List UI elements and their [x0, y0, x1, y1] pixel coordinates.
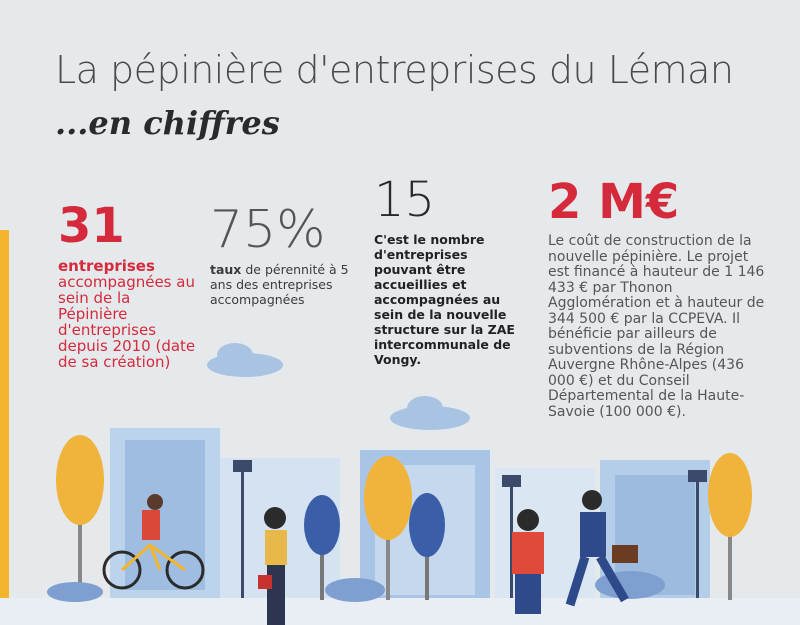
ground — [0, 598, 800, 625]
clouds — [207, 343, 470, 430]
stat: 75% taux de pérennité à 5 ans des entrep… — [210, 204, 360, 307]
lamps — [233, 460, 707, 598]
stat-value: 15 — [374, 172, 436, 228]
trees — [56, 435, 752, 600]
stat-desc: accompagnées au sein de la Pépinière d'e… — [58, 273, 196, 371]
stat-value: 2 M€ — [548, 174, 680, 230]
stat-value: 31 — [58, 198, 125, 254]
stat: 2 M€ Le coût de construction de la nouve… — [548, 176, 773, 420]
stat-desc: Le coût de construction de la nouvelle p… — [548, 233, 765, 420]
stat-lead: entreprises — [58, 257, 155, 275]
stat: 31 entreprises accompagnées au sein de l… — [58, 200, 198, 370]
cyclist — [102, 494, 205, 590]
title: La pépinière d'entreprises du Léman — [55, 48, 734, 92]
stat: 15 C'est le nombre d'entreprises pouvant… — [374, 174, 524, 367]
side-strip — [0, 230, 9, 625]
stat-desc: de pérennité à 5 ans des entreprises acc… — [210, 262, 349, 307]
stat-value: 75% — [210, 200, 326, 260]
subtitle: ...en chiffres — [55, 104, 280, 142]
businessman — [565, 490, 638, 607]
stat-text: taux de pérennité à 5 ans des entreprise… — [210, 262, 360, 307]
stat-text: entreprises accompagnées au sein de la P… — [58, 258, 198, 370]
stat-desc: C'est le nombre d'entreprises pouvant êt… — [374, 232, 515, 367]
woman — [258, 507, 287, 625]
stat-lead: taux — [210, 262, 242, 277]
illustration — [0, 343, 800, 625]
man-red — [512, 509, 544, 614]
